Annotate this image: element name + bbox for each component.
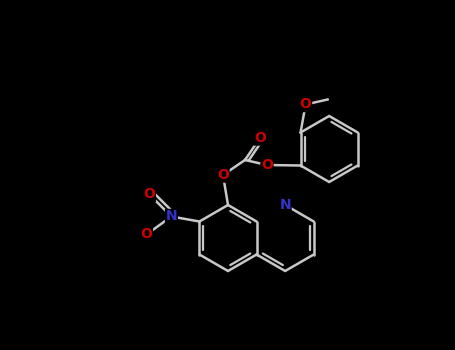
Text: O: O	[141, 228, 152, 241]
Text: O: O	[143, 188, 155, 202]
Text: O: O	[300, 98, 312, 112]
Text: O: O	[261, 158, 273, 172]
Text: N: N	[166, 210, 177, 224]
Text: O: O	[254, 131, 266, 145]
Text: N: N	[279, 198, 291, 212]
Text: O: O	[217, 168, 229, 182]
